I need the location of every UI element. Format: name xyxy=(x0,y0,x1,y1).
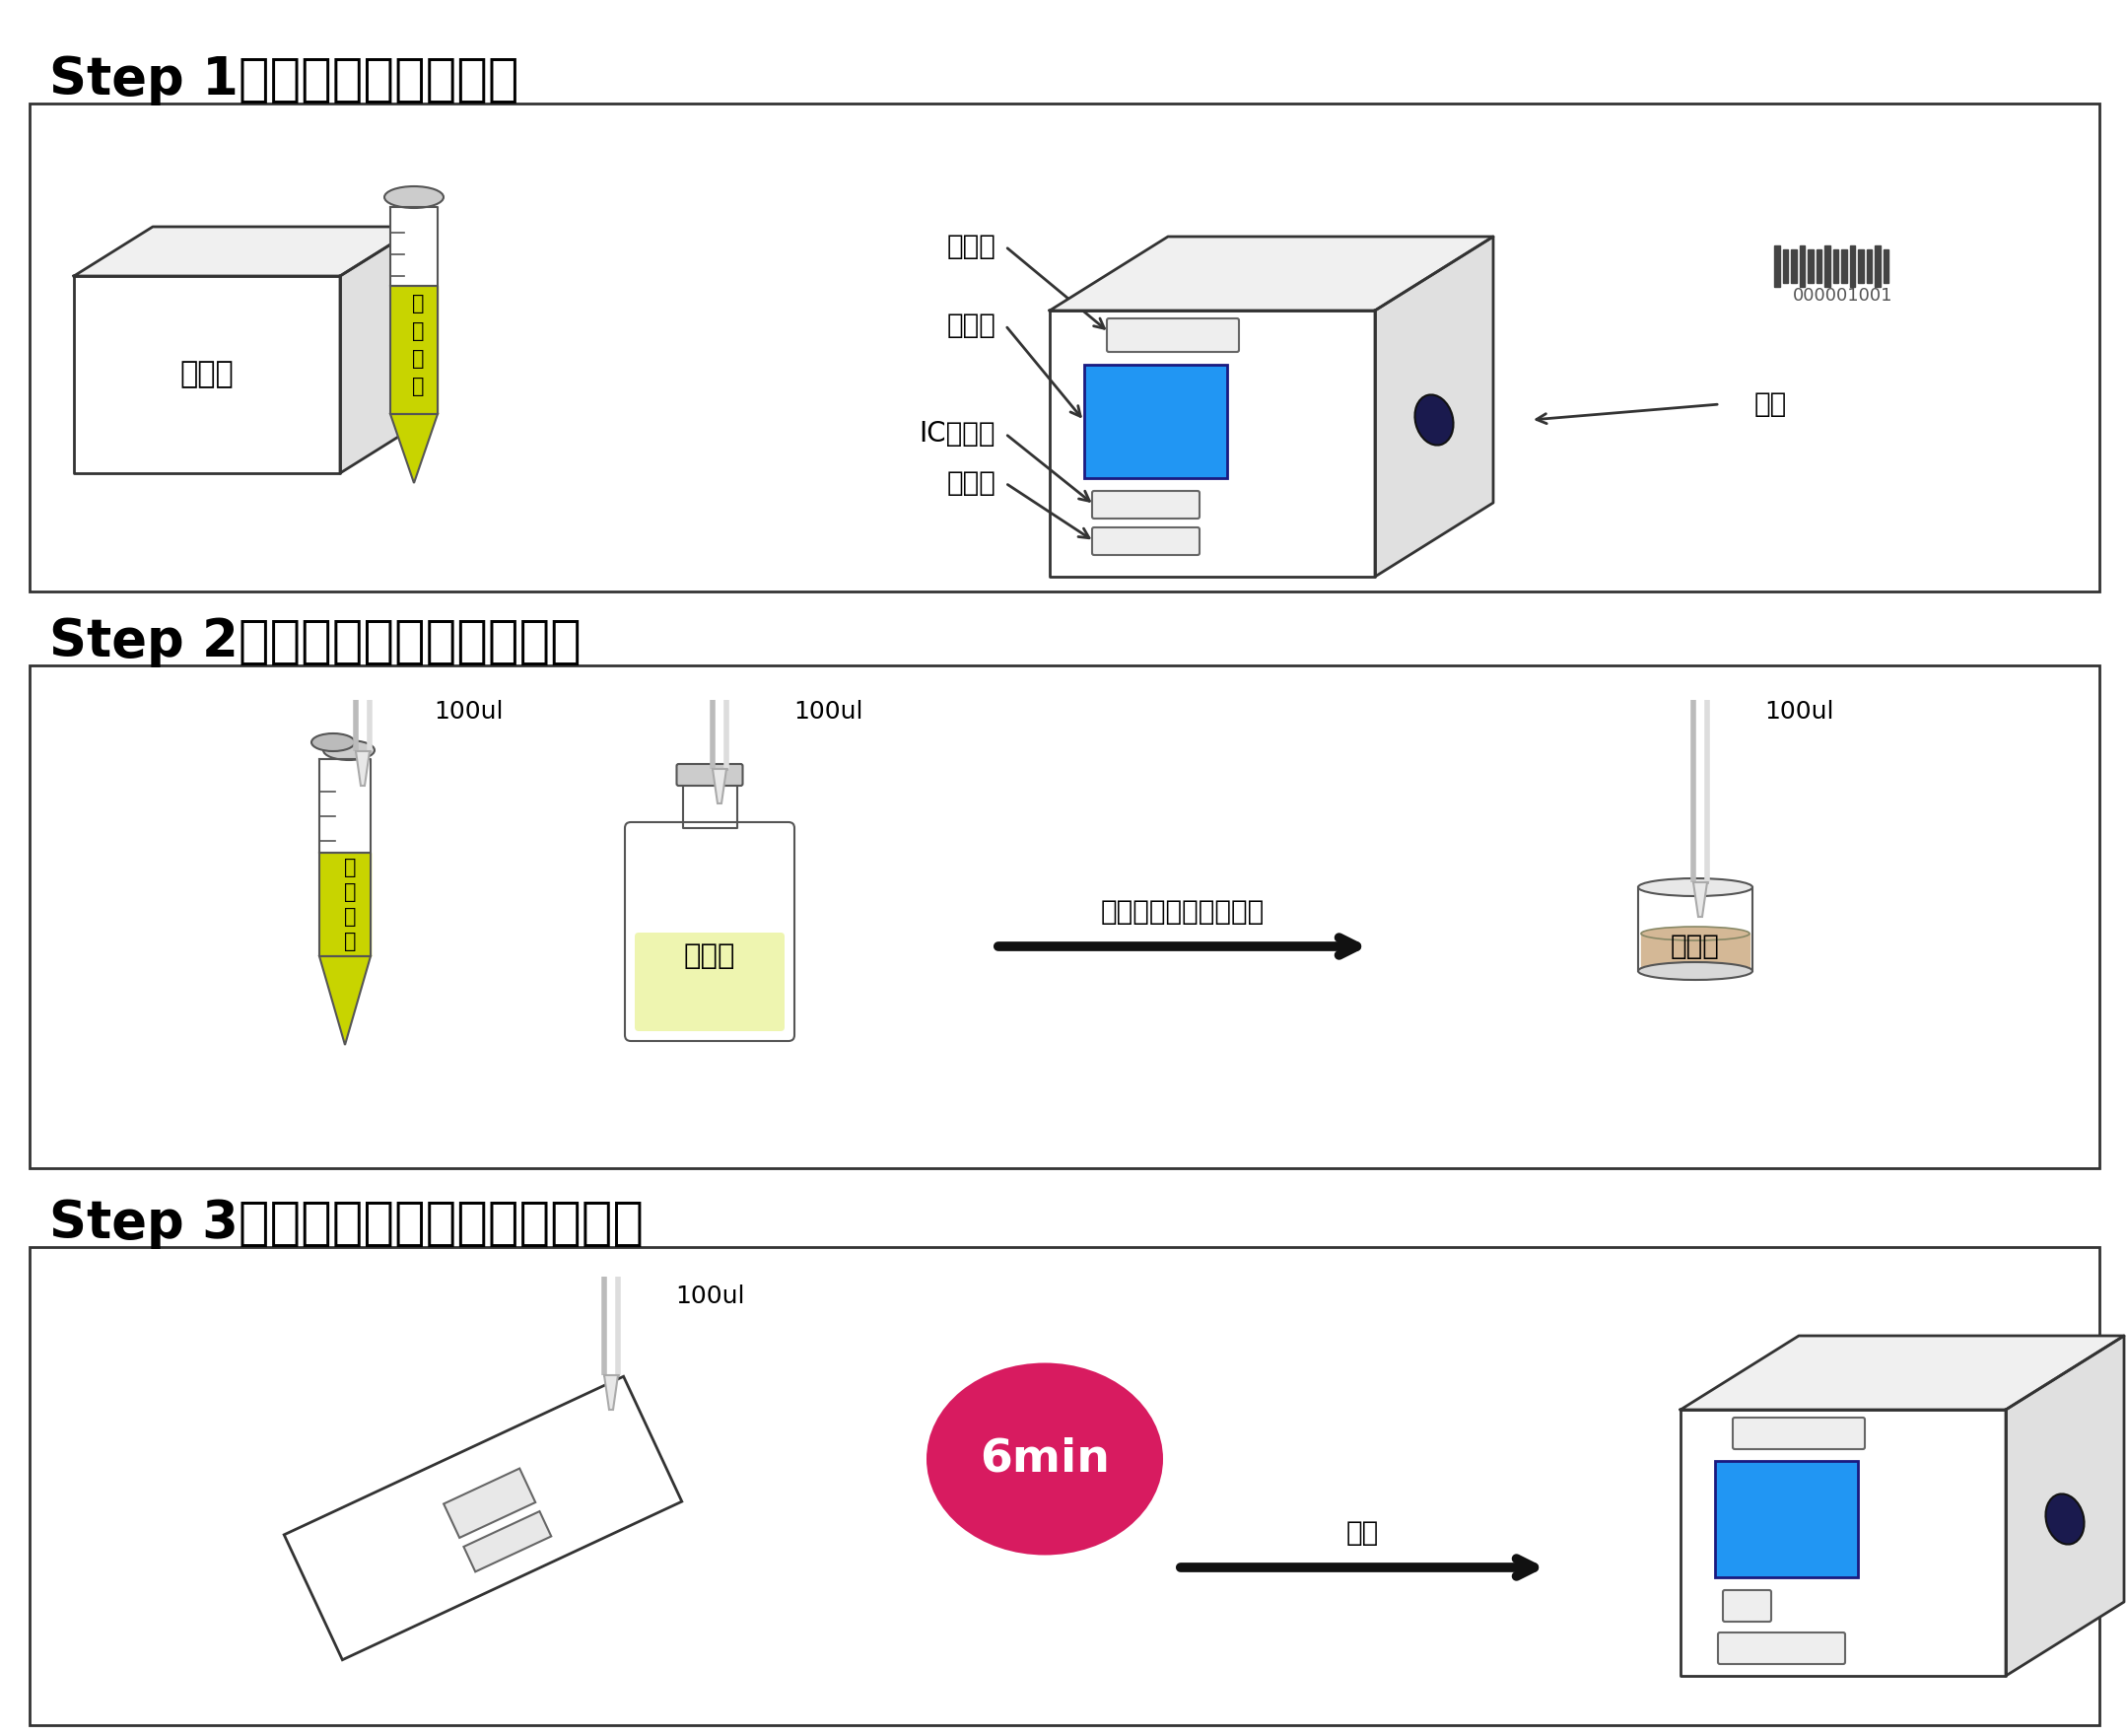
Text: 待: 待 xyxy=(345,858,355,877)
Polygon shape xyxy=(74,227,419,276)
Bar xyxy=(30,1246,2099,1726)
Polygon shape xyxy=(1051,311,1374,576)
Text: 样: 样 xyxy=(413,349,423,368)
Polygon shape xyxy=(319,852,370,957)
FancyBboxPatch shape xyxy=(676,764,742,786)
Text: 6min: 6min xyxy=(981,1437,1110,1481)
Polygon shape xyxy=(1051,236,1493,311)
Polygon shape xyxy=(1374,236,1493,576)
Polygon shape xyxy=(391,286,438,415)
Ellipse shape xyxy=(311,733,355,752)
Text: 打印机: 打印机 xyxy=(947,233,995,260)
Bar xyxy=(1808,250,1814,283)
Text: 检: 检 xyxy=(345,882,355,903)
Polygon shape xyxy=(1680,1335,2125,1410)
Text: Step 3：加样，读数，打印检测报告: Step 3：加样，读数，打印检测报告 xyxy=(49,1198,644,1248)
Text: 检: 检 xyxy=(413,321,423,340)
Text: Step 1：回温、开机、扫码: Step 1：回温、开机、扫码 xyxy=(49,54,519,106)
Polygon shape xyxy=(319,957,370,1045)
FancyBboxPatch shape xyxy=(1734,1418,1865,1450)
Polygon shape xyxy=(1638,887,1753,970)
Text: 读数: 读数 xyxy=(1346,1519,1378,1547)
Text: 试剂盒: 试剂盒 xyxy=(181,361,234,389)
Text: 100ul: 100ul xyxy=(674,1285,744,1309)
Text: Step 2：取样、加稀释液，混匀: Step 2：取样、加稀释液，混匀 xyxy=(49,616,581,667)
Bar xyxy=(1782,250,1789,283)
Polygon shape xyxy=(464,1512,551,1571)
Polygon shape xyxy=(604,1375,619,1410)
FancyBboxPatch shape xyxy=(1719,1632,1844,1665)
Text: 100ul: 100ul xyxy=(793,700,864,724)
Ellipse shape xyxy=(2046,1495,2084,1545)
Text: 000001001: 000001001 xyxy=(1793,286,1893,304)
Bar xyxy=(1791,250,1797,283)
Ellipse shape xyxy=(1638,878,1753,896)
FancyBboxPatch shape xyxy=(625,823,793,1042)
Polygon shape xyxy=(713,769,727,804)
Text: 样品杯: 样品杯 xyxy=(1670,932,1721,960)
Bar xyxy=(1714,1462,1857,1578)
Text: 稀释液: 稀释液 xyxy=(683,943,736,970)
Bar xyxy=(1842,250,1846,283)
Ellipse shape xyxy=(927,1363,1163,1555)
Bar xyxy=(30,665,2099,1168)
FancyBboxPatch shape xyxy=(634,932,785,1031)
FancyBboxPatch shape xyxy=(1106,318,1238,352)
Text: IC卡插口: IC卡插口 xyxy=(919,420,995,448)
Polygon shape xyxy=(1642,934,1751,970)
Polygon shape xyxy=(285,1377,683,1660)
Bar xyxy=(30,104,2099,592)
Bar xyxy=(1885,250,1889,283)
Polygon shape xyxy=(1680,1410,2006,1675)
Polygon shape xyxy=(445,1469,536,1538)
Text: 插卡口: 插卡口 xyxy=(947,469,995,496)
Bar xyxy=(1085,365,1227,477)
Polygon shape xyxy=(391,415,438,483)
Ellipse shape xyxy=(1642,927,1751,941)
FancyBboxPatch shape xyxy=(1723,1590,1772,1621)
Ellipse shape xyxy=(323,740,374,760)
FancyBboxPatch shape xyxy=(1091,491,1200,519)
Ellipse shape xyxy=(1414,394,1453,444)
Text: 加入样品杯，吸打混匀: 加入样品杯，吸打混匀 xyxy=(1102,898,1266,925)
Bar xyxy=(1833,250,1838,283)
Polygon shape xyxy=(391,207,438,286)
Ellipse shape xyxy=(385,186,445,208)
Polygon shape xyxy=(1693,882,1708,917)
Text: 品: 品 xyxy=(413,377,423,396)
Text: 扫码: 扫码 xyxy=(1755,391,1787,418)
Bar xyxy=(1876,245,1880,286)
Bar xyxy=(1868,250,1872,283)
Text: 100ul: 100ul xyxy=(1763,700,1833,724)
Text: 待: 待 xyxy=(413,293,423,314)
Text: 100ul: 100ul xyxy=(434,700,504,724)
Text: 样: 样 xyxy=(345,906,355,927)
Polygon shape xyxy=(340,227,419,474)
Polygon shape xyxy=(355,752,370,786)
Text: 品: 品 xyxy=(345,932,355,951)
Bar xyxy=(1799,245,1804,286)
Polygon shape xyxy=(319,759,370,852)
Bar xyxy=(1774,245,1780,286)
Polygon shape xyxy=(683,783,736,828)
Polygon shape xyxy=(74,276,340,474)
Ellipse shape xyxy=(1638,962,1753,979)
Bar xyxy=(1859,250,1863,283)
Text: 显示屏: 显示屏 xyxy=(947,311,995,339)
Polygon shape xyxy=(2006,1335,2125,1675)
FancyBboxPatch shape xyxy=(1091,528,1200,556)
Bar xyxy=(1850,245,1855,286)
Bar xyxy=(1816,250,1821,283)
Bar xyxy=(1825,245,1829,286)
